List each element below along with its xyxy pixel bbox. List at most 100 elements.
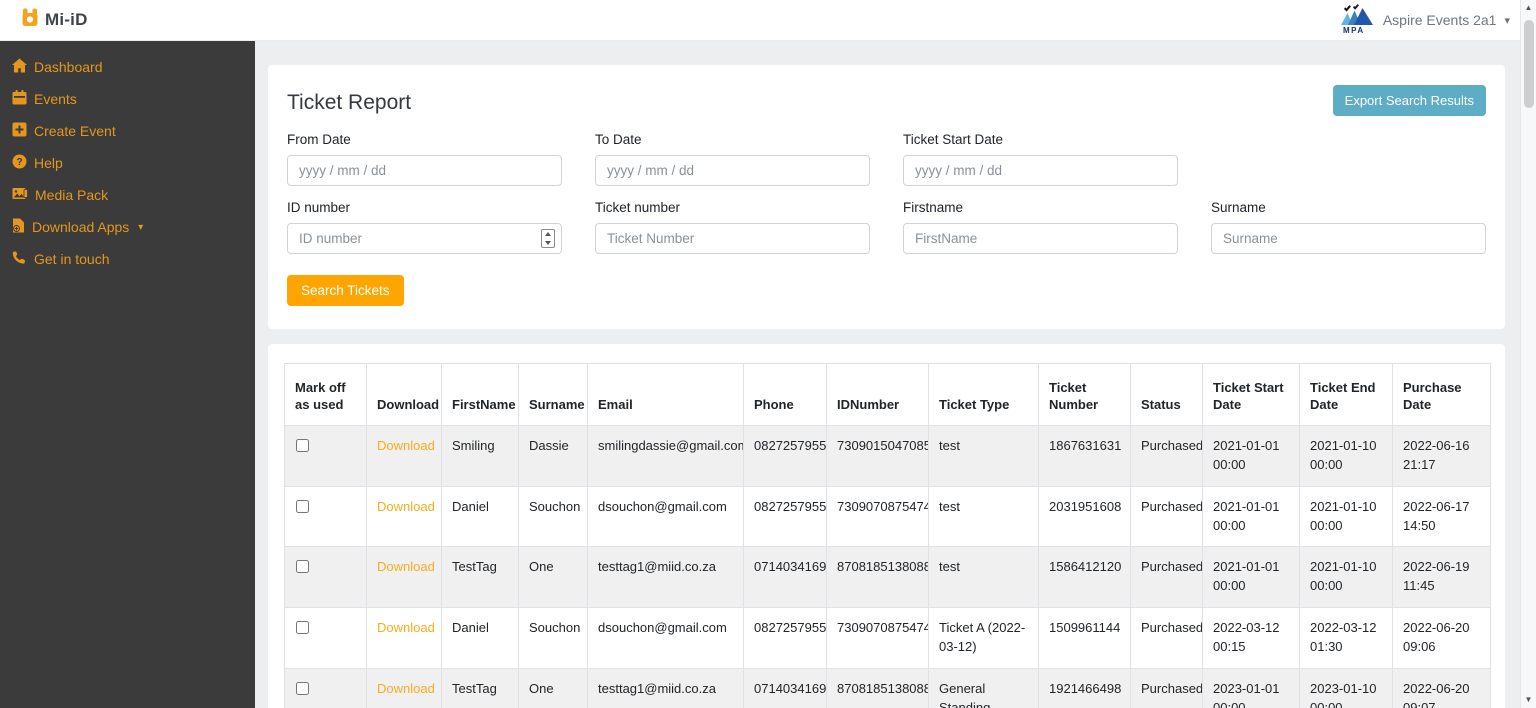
download-link[interactable]: Download bbox=[377, 498, 435, 514]
mpa-logo-icon: MPA bbox=[1339, 2, 1375, 39]
mark-off-checkbox[interactable] bbox=[296, 560, 309, 574]
ticket-start-date-field-group: Ticket Start Date bbox=[903, 132, 1178, 186]
svg-text:?: ? bbox=[16, 157, 22, 168]
export-search-results-button[interactable]: Export Search Results bbox=[1332, 85, 1486, 116]
brand-logo[interactable]: Mi-iD bbox=[20, 7, 88, 33]
cell-status: Purchased bbox=[1130, 667, 1203, 708]
to-date-label: To Date bbox=[595, 132, 642, 147]
scrollbar-thumb[interactable] bbox=[1524, 20, 1534, 108]
download-link[interactable]: Download bbox=[377, 680, 435, 696]
cell-email: testtag1@miid.co.za bbox=[587, 546, 744, 609]
from-date-input[interactable] bbox=[287, 155, 562, 186]
cell-email: testtag1@miid.co.za bbox=[587, 667, 744, 708]
cell-phone: 0827257955 bbox=[743, 425, 827, 487]
brand-name: Mi-iD bbox=[45, 10, 88, 29]
ticket-number-label: Ticket number bbox=[595, 200, 681, 215]
scroll-up-icon[interactable]: ▲ bbox=[1524, 3, 1533, 12]
id-number-input[interactable] bbox=[287, 223, 562, 254]
cell-ticket-number: 1586412120 bbox=[1038, 546, 1131, 609]
miid-logo-icon bbox=[20, 7, 41, 33]
mark-off-checkbox[interactable] bbox=[296, 621, 309, 635]
question-circle-icon: ? bbox=[12, 154, 27, 172]
chevron-down-icon: ▾ bbox=[1504, 14, 1510, 27]
cell-purchase-date: 2022-06-19 11:45 bbox=[1392, 546, 1491, 609]
cell-surname: One bbox=[518, 546, 588, 609]
account-menu[interactable]: MPA Aspire Events 2a1 ▾ bbox=[1339, 2, 1510, 39]
cell-start-date: 2023-01-01 00:00 bbox=[1202, 667, 1300, 708]
col-phone: Phone bbox=[743, 363, 827, 426]
col-ticket-type: Ticket Type bbox=[928, 363, 1039, 426]
col-status: Status bbox=[1130, 363, 1203, 426]
col-mark-off: Mark off as used bbox=[284, 363, 367, 426]
cell-ticket-number: 1867631631 bbox=[1038, 425, 1131, 487]
cell-end-date: 2021-01-10 00:00 bbox=[1299, 546, 1393, 609]
cell-purchase-date: 2022-06-16 21:17 bbox=[1392, 425, 1491, 487]
surname-input[interactable] bbox=[1211, 223, 1486, 254]
firstname-field-group: Firstname bbox=[903, 200, 1178, 254]
cell-email: smilingdassie@gmail.com bbox=[587, 425, 744, 487]
cell-start-date: 2021-01-01 00:00 bbox=[1202, 425, 1300, 487]
sidebar-item-label: Download Apps bbox=[32, 219, 130, 235]
cell-ticket-number: 1509961144 bbox=[1038, 607, 1131, 669]
cell-idnumber: 8708185138088 bbox=[826, 546, 929, 609]
sidebar-item-media-pack[interactable]: Media Pack bbox=[0, 179, 255, 211]
sidebar-item-help[interactable]: ? Help bbox=[0, 147, 255, 179]
mark-off-checkbox[interactable] bbox=[296, 681, 309, 695]
cell-surname: One bbox=[518, 667, 588, 708]
sidebar-item-label: Events bbox=[34, 91, 77, 107]
sidebar-item-download-apps[interactable]: Download Apps ▾ bbox=[0, 211, 255, 243]
sidebar-item-label: Media Pack bbox=[35, 187, 109, 203]
table-row: Download Daniel Souchon dsouchon@gmail.c… bbox=[284, 607, 1491, 669]
col-ticket-start-date: Ticket Start Date bbox=[1202, 363, 1300, 426]
cell-firstname: Daniel bbox=[441, 607, 519, 669]
cell-phone: 0827257955 bbox=[743, 607, 827, 669]
search-tickets-button[interactable]: Search Tickets bbox=[287, 275, 404, 306]
cell-surname: Souchon bbox=[518, 485, 588, 548]
plus-square-icon bbox=[12, 122, 27, 140]
number-stepper-icon[interactable] bbox=[541, 229, 555, 248]
download-link[interactable]: Download bbox=[377, 620, 435, 636]
vertical-scrollbar[interactable]: ▲ ▼ bbox=[1520, 0, 1536, 708]
ticket-number-input[interactable] bbox=[595, 223, 870, 254]
search-filter-form: From Date To Date Ticket Start Date ID n… bbox=[287, 132, 1486, 254]
mark-off-checkbox[interactable] bbox=[296, 499, 309, 513]
cell-email: dsouchon@gmail.com bbox=[587, 607, 744, 669]
sidebar-item-label: Create Event bbox=[34, 123, 116, 139]
table-row: Download Smiling Dassie smilingdassie@gm… bbox=[284, 425, 1491, 487]
firstname-input[interactable] bbox=[903, 223, 1178, 254]
sidebar-item-dashboard[interactable]: Dashboard bbox=[0, 51, 255, 83]
main-content: Ticket Report Export Search Results From… bbox=[255, 41, 1520, 708]
cell-email: dsouchon@gmail.com bbox=[587, 485, 744, 548]
sidebar-item-create-event[interactable]: Create Event bbox=[0, 115, 255, 147]
cell-status: Purchased bbox=[1130, 485, 1203, 548]
sidebar-item-events[interactable]: Events bbox=[0, 83, 255, 115]
scroll-down-icon[interactable]: ▼ bbox=[1524, 695, 1533, 704]
to-date-field-group: To Date bbox=[595, 132, 870, 186]
col-surname: Surname bbox=[518, 363, 588, 426]
mark-off-checkbox[interactable] bbox=[296, 439, 309, 452]
cell-start-date: 2021-01-01 00:00 bbox=[1202, 546, 1300, 609]
empty-grid-cell bbox=[1211, 132, 1486, 186]
sidebar-item-label: Get in touch bbox=[34, 251, 110, 267]
sidebar-item-get-in-touch[interactable]: Get in touch bbox=[0, 243, 255, 275]
svg-text:MPA: MPA bbox=[1343, 26, 1365, 34]
cell-purchase-date: 2022-06-17 14:50 bbox=[1392, 485, 1491, 548]
cell-idnumber: 7309070875474 bbox=[826, 607, 929, 669]
id-number-label: ID number bbox=[287, 200, 351, 215]
to-date-input[interactable] bbox=[595, 155, 870, 186]
calendar-icon bbox=[12, 90, 27, 108]
media-icon bbox=[12, 186, 28, 204]
download-link[interactable]: Download bbox=[377, 438, 435, 453]
col-email: Email bbox=[587, 363, 744, 426]
cell-idnumber: 7309015047085 bbox=[826, 425, 929, 487]
table-header-row: Mark off as used Download FirstName Surn… bbox=[284, 363, 1491, 426]
cell-purchase-date: 2022-06-20 09:07 bbox=[1392, 667, 1491, 708]
page-title: Ticket Report bbox=[287, 91, 412, 114]
firstname-label: Firstname bbox=[903, 200, 964, 215]
ticket-start-date-input[interactable] bbox=[903, 155, 1178, 186]
ticket-number-field-group: Ticket number bbox=[595, 200, 870, 254]
from-date-field-group: From Date bbox=[287, 132, 562, 186]
download-link[interactable]: Download bbox=[377, 559, 435, 575]
cell-status: Purchased bbox=[1130, 546, 1203, 609]
